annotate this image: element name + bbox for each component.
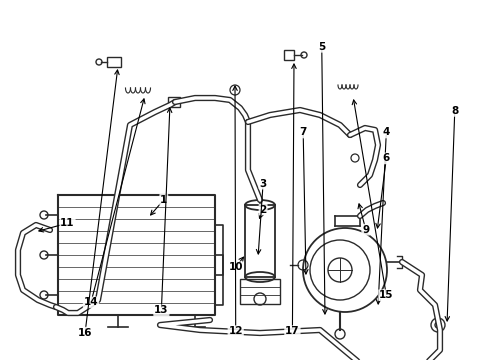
Text: 4: 4 [382,127,389,138]
Text: 1: 1 [160,195,167,205]
Text: 15: 15 [378,290,393,300]
Text: 2: 2 [259,204,266,215]
Bar [244,205,274,277]
Text: 12: 12 [228,326,243,336]
Bar [284,50,293,60]
Bar [240,279,280,304]
Bar [107,57,121,67]
Text: 10: 10 [228,262,243,272]
Text: 9: 9 [362,225,368,235]
Text: 16: 16 [78,328,92,338]
Text: 13: 13 [154,305,168,315]
Text: 7: 7 [299,127,306,138]
Text: 5: 5 [318,42,325,52]
Bar [168,97,180,107]
Text: 11: 11 [60,218,75,228]
Text: 3: 3 [259,179,266,189]
Text: 14: 14 [83,297,98,307]
Text: 8: 8 [450,106,457,116]
Text: 17: 17 [285,326,299,336]
Text: 6: 6 [382,153,389,163]
